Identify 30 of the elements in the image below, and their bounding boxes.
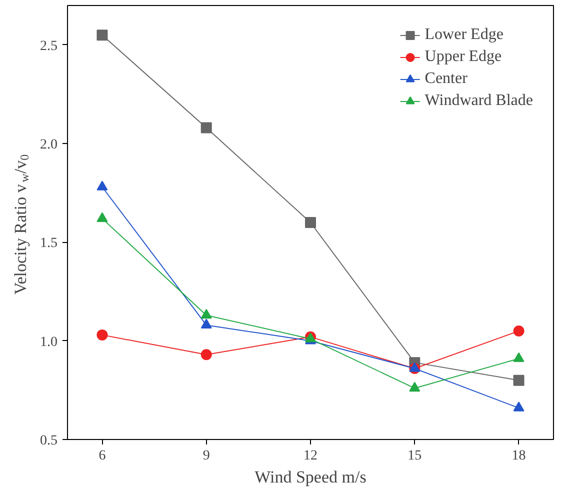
y-tick-label: 1.0	[40, 334, 58, 350]
legend-label: Upper Edge	[424, 48, 502, 66]
point	[305, 217, 316, 228]
x-tick-label: 6	[98, 448, 106, 464]
point	[200, 349, 212, 360]
point	[513, 374, 524, 386]
y-axis-title: Velocity Ratio vw/v0	[11, 154, 32, 295]
point	[513, 326, 524, 336]
point	[513, 352, 524, 362]
point	[513, 402, 524, 412]
x-tick-label: 18	[512, 448, 526, 464]
point	[96, 180, 108, 190]
legend-label: Lower Edge	[424, 26, 504, 44]
y-tick-label: 2.5	[40, 38, 58, 54]
point	[96, 212, 108, 222]
y-tick-label: 1.5	[40, 236, 58, 252]
y-tick-label: 0.5	[40, 434, 58, 448]
point	[200, 318, 212, 328]
point	[96, 30, 108, 41]
point	[200, 308, 212, 319]
point	[96, 329, 108, 340]
x-tick-label: 12	[304, 448, 318, 464]
legend-label: Center	[424, 70, 468, 88]
point	[409, 382, 420, 392]
x-tick-label: 15	[408, 448, 422, 464]
point	[200, 122, 212, 134]
x-axis-title: Wind Speed m/s	[254, 468, 366, 486]
x-tick-label: 9	[202, 448, 210, 464]
legend-label: Windward Blade	[424, 92, 533, 110]
y-tick-label: 2.0	[40, 138, 58, 153]
